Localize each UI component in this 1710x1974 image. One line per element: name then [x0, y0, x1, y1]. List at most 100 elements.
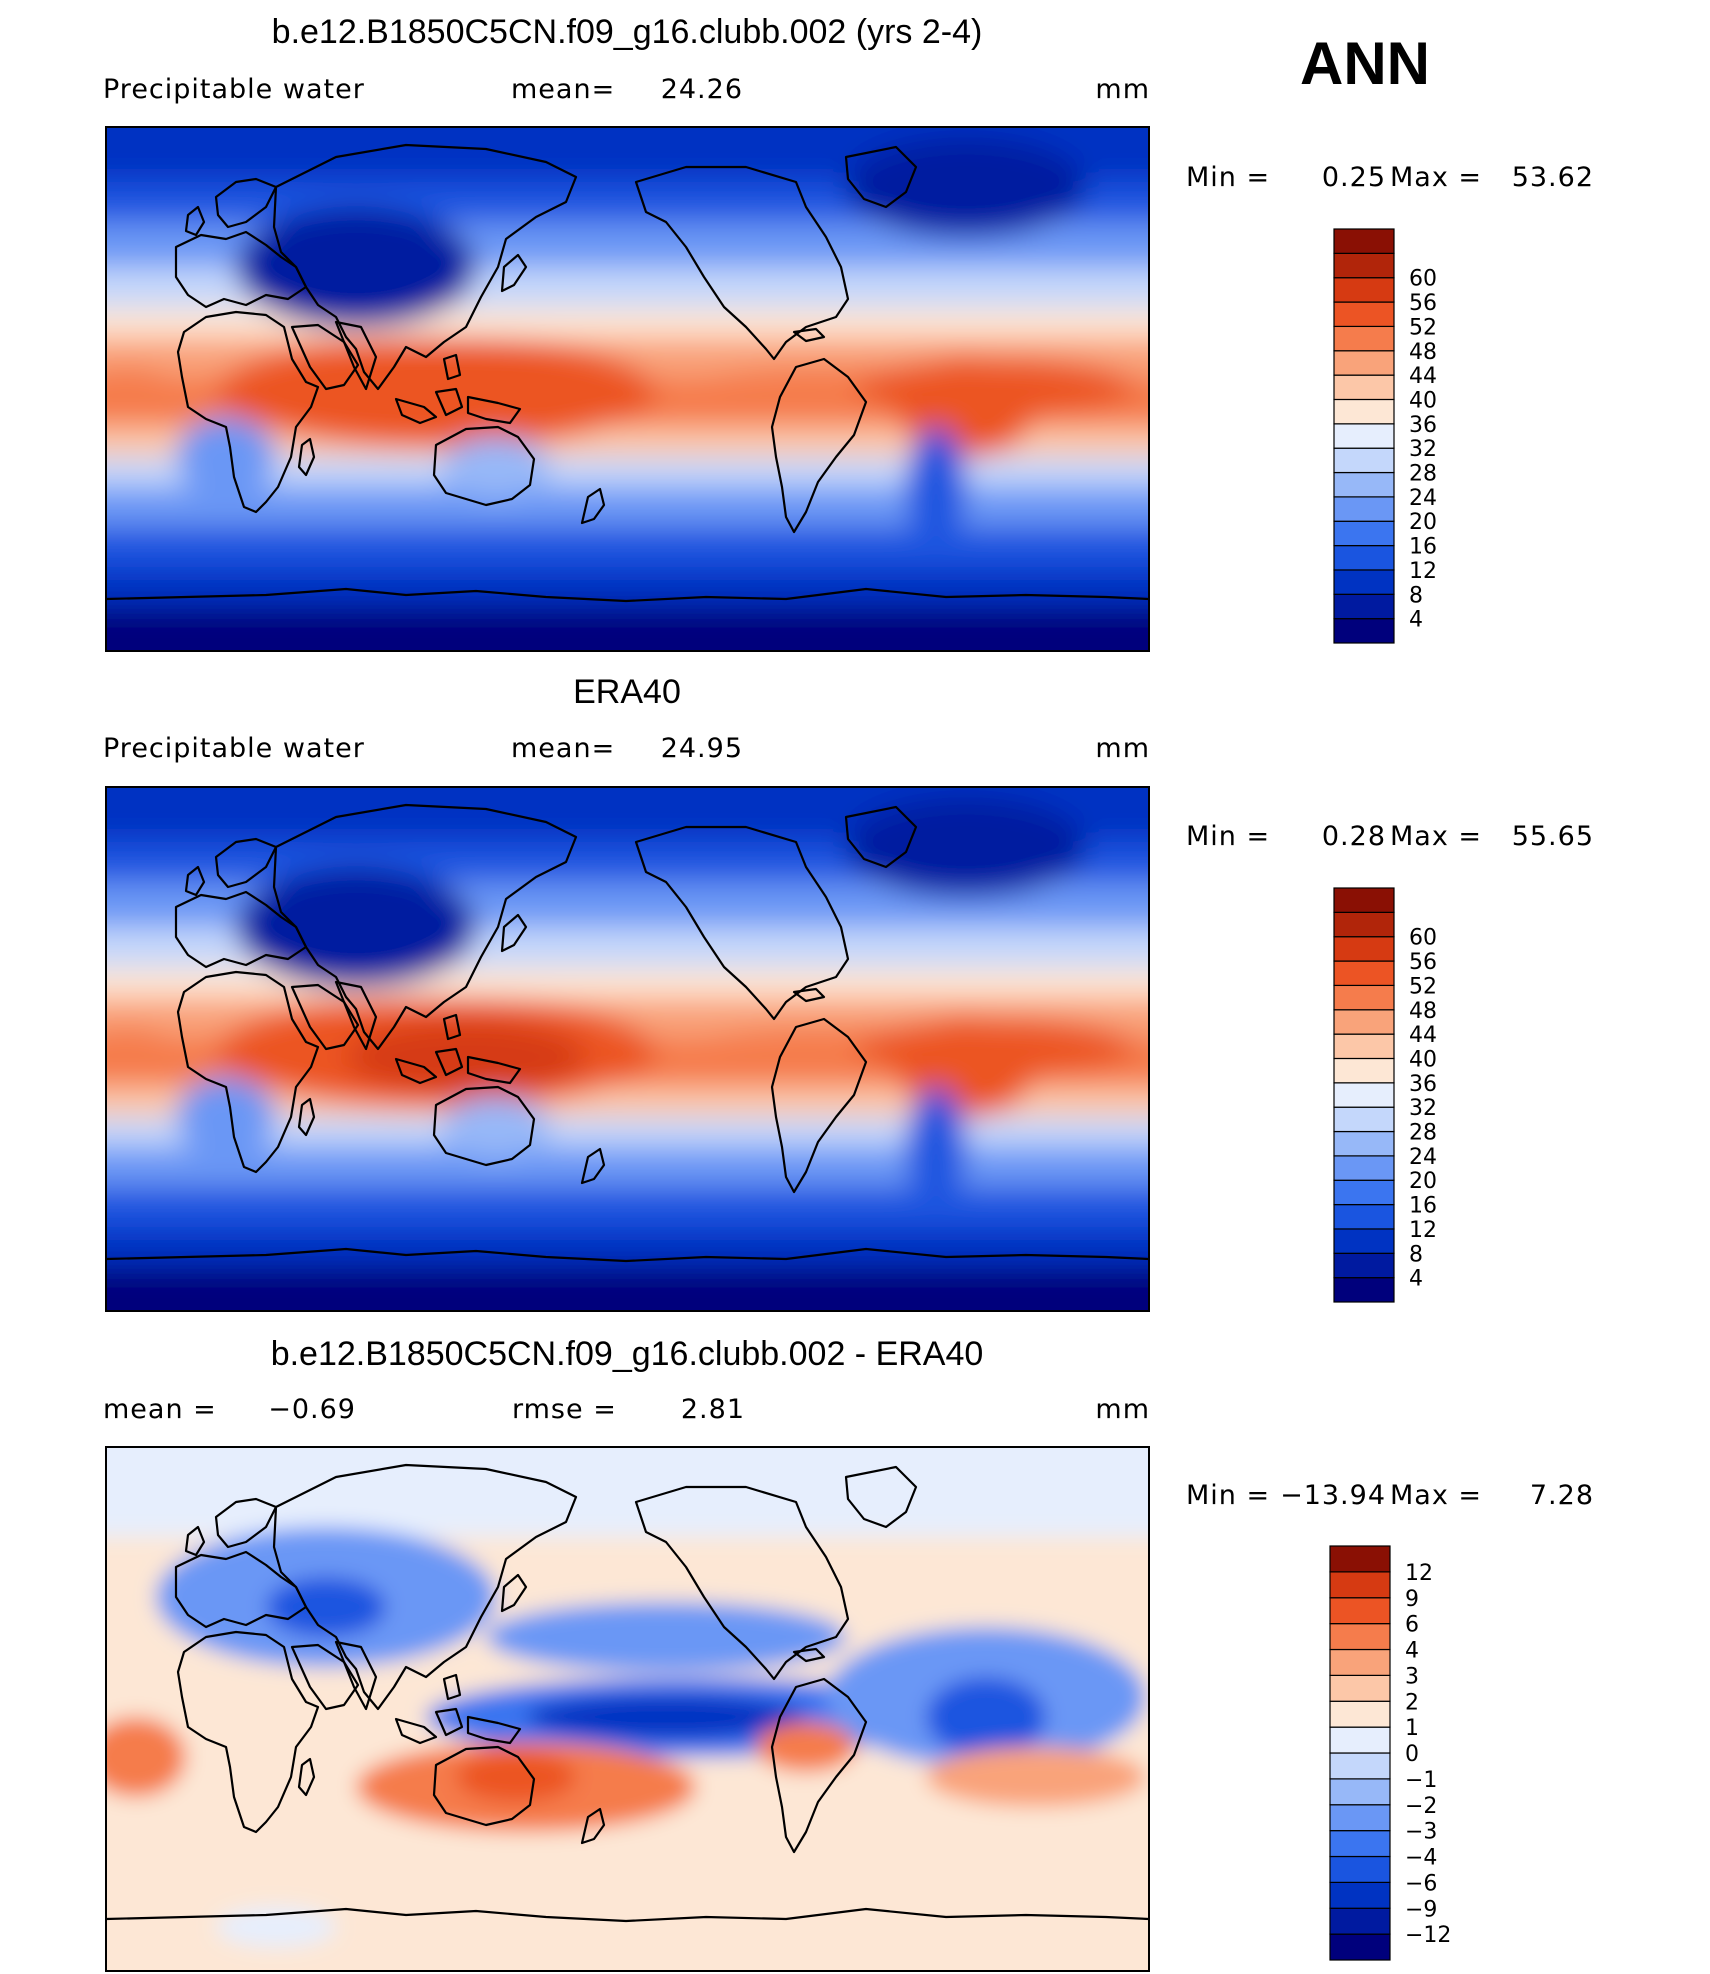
panel-title: ERA40	[573, 673, 681, 711]
colorbar-tick-label: 36	[1409, 413, 1437, 438]
map-field	[105, 786, 1150, 1312]
colorbar-box	[1329, 1855, 1391, 1883]
max-label: Max =	[1390, 1480, 1482, 1511]
colorbar-tick-label: 2	[1405, 1690, 1419, 1715]
max-value: 55.65	[1512, 821, 1594, 852]
colorbar-tick-label: 8	[1409, 1242, 1423, 1267]
rmse-label: rmse =	[512, 1394, 617, 1425]
colorbar-box	[1333, 911, 1395, 938]
colorbar-box	[1329, 1804, 1391, 1832]
colorbar-tick-label: 1	[1405, 1716, 1419, 1741]
colorbar-tick-label: 4	[1405, 1639, 1419, 1664]
panel-model: b.e12.B1850C5CN.f09_g16.clubb.002 (yrs 2…	[103, 13, 1594, 652]
colorbar-tick-label: 16	[1409, 1194, 1437, 1219]
colorbar-tick-label: 20	[1409, 510, 1437, 535]
colorbar-box	[1329, 1778, 1391, 1806]
colorbar-tick-label: 3	[1405, 1664, 1419, 1689]
mean-label: mean =	[103, 1394, 217, 1425]
colorbar-tick-label: −1	[1405, 1768, 1437, 1793]
colorbar-tick-label: 12	[1409, 1218, 1437, 1243]
colorbar-box	[1329, 1648, 1391, 1676]
colorbar-tick-label: 44	[1409, 1023, 1437, 1048]
colorbar-tick-label: 32	[1409, 1096, 1437, 1121]
panel-era40: ERA40 Precipitable water mean= 24.95 mm Min =…	[103, 673, 1594, 1312]
min-value: 0.25	[1322, 162, 1386, 193]
colorbar-box	[1333, 1106, 1395, 1133]
colorbar-box	[1333, 374, 1395, 401]
colorbar-tick-label: 24	[1409, 1145, 1437, 1170]
map-frame	[105, 126, 1150, 652]
mean-label: mean=	[511, 733, 615, 764]
panel-difference: b.e12.B1850C5CN.f09_g16.clubb.002 - ERA4…	[103, 1335, 1594, 1972]
colorbar-box	[1329, 1881, 1391, 1909]
colorbar-tick-label: 4	[1409, 608, 1423, 633]
min-value: 0.28	[1322, 821, 1386, 852]
colorbar-tick-label: 4	[1409, 1267, 1423, 1292]
colorbar-tick-label: 60	[1409, 926, 1437, 951]
variable-label: Precipitable water	[103, 733, 365, 764]
colorbar-box	[1333, 1228, 1395, 1254]
map-field	[105, 126, 1150, 652]
max-value: 53.62	[1512, 162, 1594, 193]
colorbar-box	[1329, 1571, 1391, 1599]
colorbar-box	[1333, 423, 1395, 449]
colorbar-tick-label: 56	[1409, 950, 1437, 975]
mean-label: mean=	[511, 74, 615, 105]
colorbar-box	[1333, 496, 1395, 522]
units-label: mm	[1095, 733, 1150, 764]
colorbar-tick-label: 12	[1405, 1561, 1433, 1586]
colorbar-box	[1333, 398, 1395, 425]
colorbar-box	[1329, 1545, 1391, 1573]
colorbar-tick-label: 52	[1409, 315, 1437, 340]
panel-title: b.e12.B1850C5CN.f09_g16.clubb.002 (yrs 2…	[272, 13, 983, 51]
colorbar-box	[1333, 471, 1395, 498]
colorbar-box	[1333, 1057, 1395, 1084]
colorbar-box	[1329, 1830, 1391, 1858]
colorbar-box	[1329, 1752, 1391, 1780]
colorbar-tick-label: 28	[1409, 1121, 1437, 1146]
colorbar-box	[1333, 984, 1395, 1011]
colorbar-box	[1333, 887, 1395, 913]
variable-label: Precipitable water	[103, 74, 365, 105]
mean-value: 24.95	[661, 733, 743, 764]
colorbar-box	[1329, 1597, 1391, 1625]
colorbar-tick-label: 52	[1409, 974, 1437, 999]
colorbar-tick-label: 0	[1405, 1742, 1419, 1767]
colorbar-box	[1329, 1623, 1391, 1651]
colorbar-box	[1333, 520, 1395, 547]
colorbar-tick-label: 48	[1409, 340, 1437, 365]
colorbar-box	[1333, 1130, 1395, 1157]
max-label: Max =	[1390, 162, 1482, 193]
max-value: 7.28	[1530, 1480, 1594, 1511]
rmse-value: 2.81	[681, 1394, 745, 1425]
colorbar-tick-label: 8	[1409, 583, 1423, 608]
colorbar-box	[1333, 1009, 1395, 1035]
colorbar-box	[1333, 618, 1395, 644]
colorbar-box	[1333, 301, 1395, 328]
panel-title: b.e12.B1850C5CN.f09_g16.clubb.002 - ERA4…	[271, 1335, 984, 1373]
colorbar-tick-label: 32	[1409, 437, 1437, 462]
colorbar-box	[1333, 960, 1395, 987]
colorbar-box	[1333, 252, 1395, 279]
mean-value: −0.69	[268, 1394, 356, 1425]
colorbar-box	[1333, 1082, 1395, 1108]
colorbar-box	[1333, 1277, 1395, 1303]
season-label: ANN	[1300, 30, 1430, 97]
colorbar-tick-label: 44	[1409, 364, 1437, 389]
colorbar-tick-label: 56	[1409, 291, 1437, 316]
colorbar-tick-label: 40	[1409, 1047, 1437, 1072]
colorbar-tick-label: −2	[1405, 1794, 1437, 1819]
colorbar-tick-label: 20	[1409, 1169, 1437, 1194]
min-label: Min =	[1186, 1480, 1270, 1511]
colorbar-box	[1333, 544, 1395, 571]
colorbar-box	[1329, 1700, 1391, 1728]
colorbar-box	[1333, 325, 1395, 352]
map-field	[105, 1446, 1150, 1972]
colorbar-tick-label: 16	[1409, 535, 1437, 560]
units-label: mm	[1095, 1394, 1150, 1425]
colorbar-box	[1333, 1179, 1395, 1206]
colorbar-box	[1333, 569, 1395, 595]
